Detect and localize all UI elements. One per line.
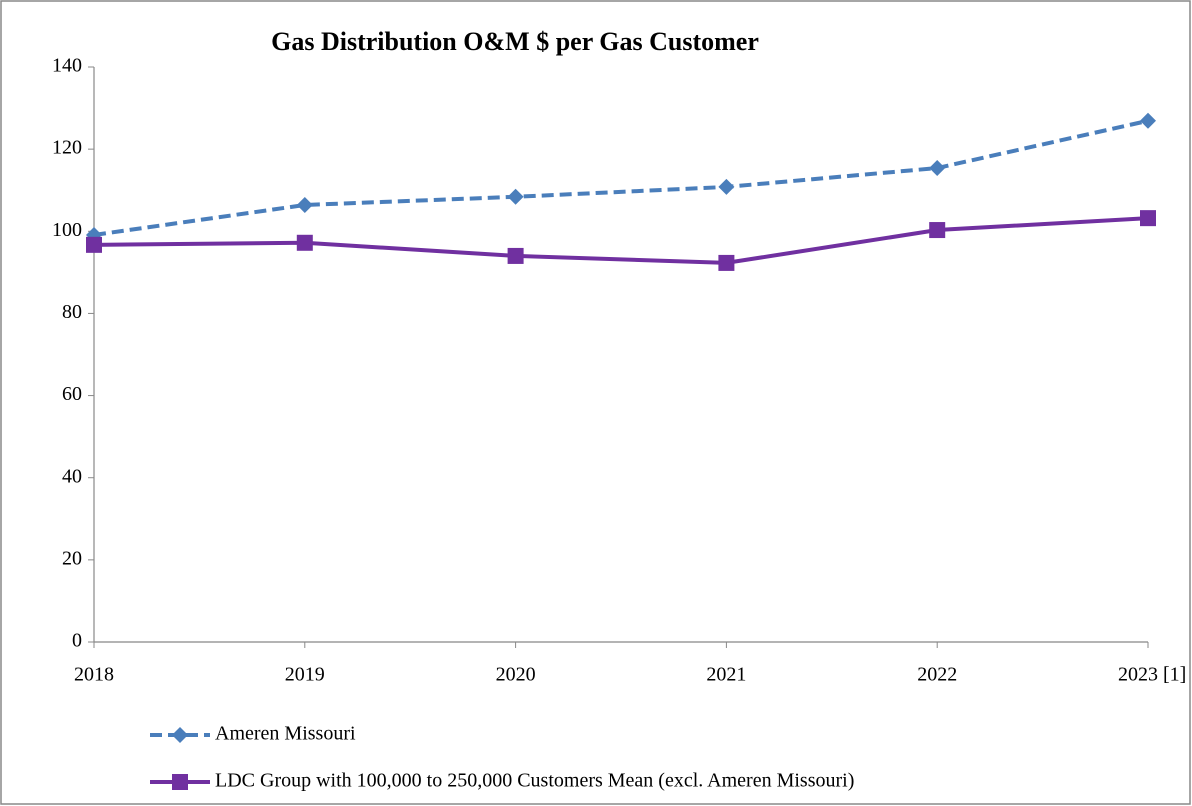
x-tick-label: 2020 (496, 664, 536, 686)
data-point (296, 234, 313, 251)
data-point (1140, 210, 1156, 227)
x-tick-label: 2021 (706, 664, 746, 686)
data-point (86, 236, 102, 253)
y-tick-label: 40 (62, 465, 82, 487)
legend-marker (172, 727, 188, 743)
data-point (507, 188, 524, 205)
chart-title: Gas Distribution O&M $ per Gas Customer (271, 27, 759, 56)
legend-marker (172, 774, 188, 790)
y-tick-label: 60 (62, 383, 82, 405)
data-point (929, 160, 946, 177)
y-tick-label: 140 (52, 55, 82, 77)
x-tick-label: 2023 [1] (1118, 664, 1186, 686)
series-line (93, 118, 1149, 237)
legend-label: LDC Group with 100,000 to 250,000 Custom… (215, 770, 854, 792)
x-tick-label: 2019 (285, 664, 325, 686)
x-tick-label: 2018 (74, 664, 114, 686)
y-tick-label: 20 (62, 547, 82, 569)
data-point (507, 247, 524, 264)
y-tick-label: 120 (52, 137, 82, 159)
data-point (718, 254, 735, 271)
series-line (93, 216, 1149, 265)
data-point (929, 222, 946, 239)
legend-label: Ameren Missouri (215, 723, 356, 745)
y-tick-label: 80 (62, 301, 82, 323)
data-point (1140, 112, 1156, 129)
data-point (296, 197, 313, 213)
data-point (718, 178, 735, 195)
x-tick-label: 2022 (917, 664, 957, 686)
y-tick-label: 0 (72, 630, 82, 652)
y-tick-label: 100 (52, 219, 82, 241)
